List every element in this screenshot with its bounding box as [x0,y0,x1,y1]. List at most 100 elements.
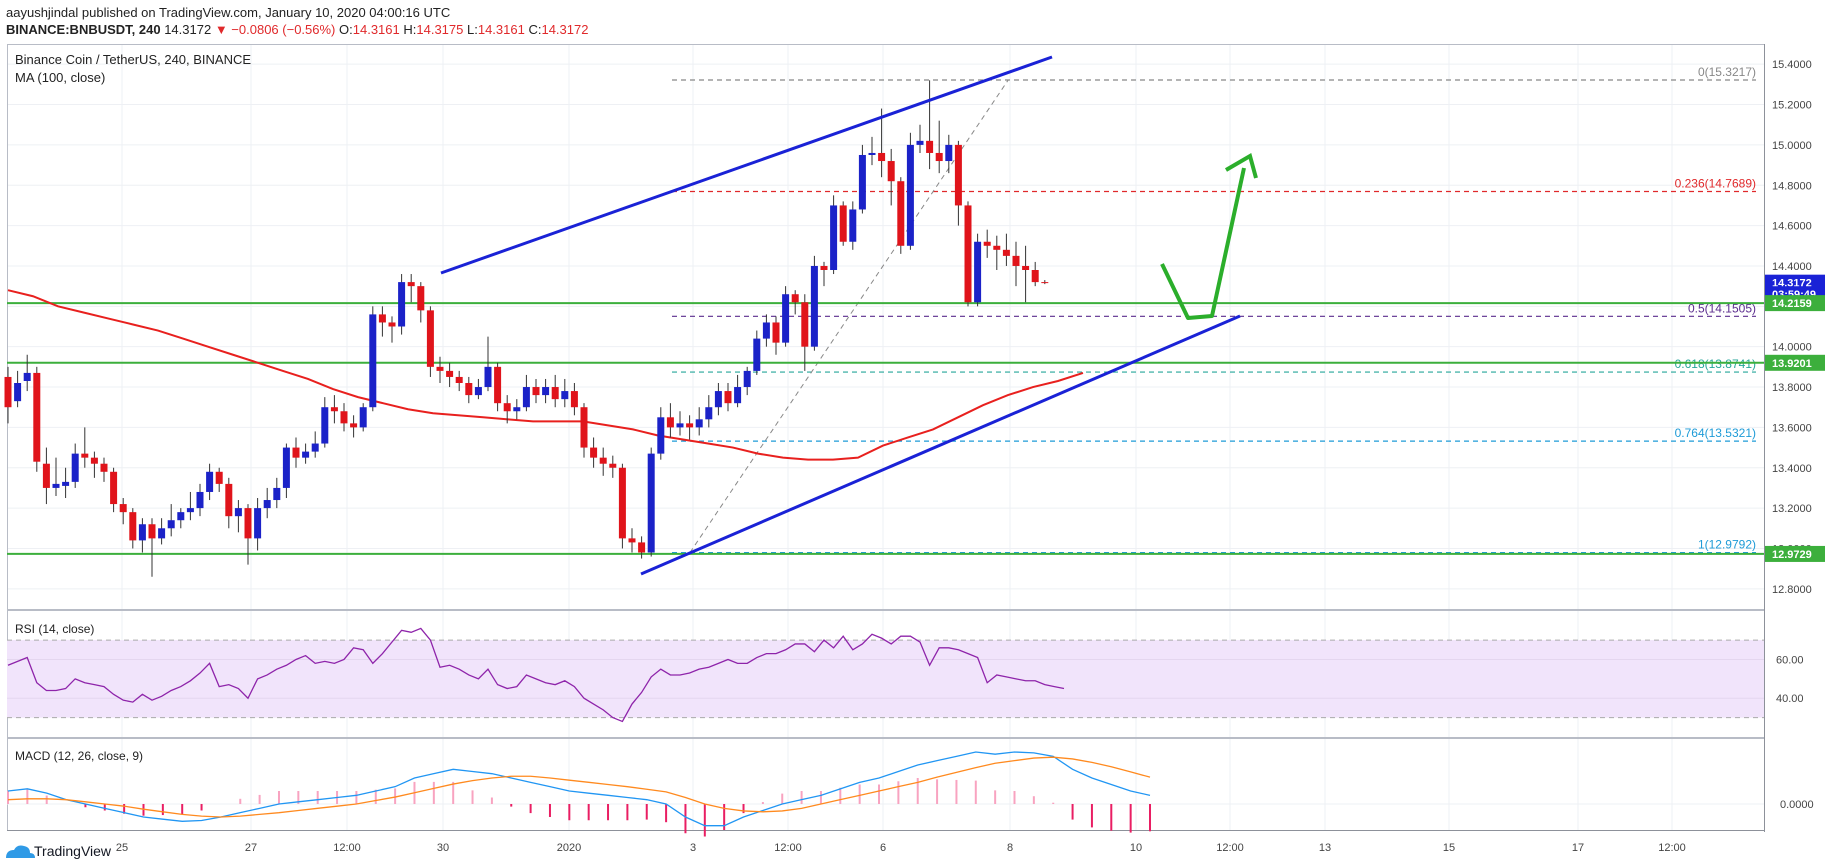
candle-body [657,417,665,454]
fib-label: 0.5(14.1505) [1688,301,1756,315]
candle-body [158,528,166,539]
x-tick-label: 27 [245,842,257,854]
candle-body [974,241,982,303]
candle-body [638,542,646,553]
price-label-text: 14.2159 [1772,298,1812,310]
candle-body [436,366,444,371]
rsi-line [7,627,1065,723]
x-tick-label: 15 [1443,842,1455,854]
brand-text: TradingView [34,843,112,859]
l-label: L: [467,22,478,37]
time-axis[interactable]: 25 27 12:00 30 2020 3 12:00 6 8 10 12:00 13 15 17 12:0… [116,842,1686,854]
y-tick-label: 15.4000 [1772,59,1812,71]
candle-body [954,144,962,206]
candle-body [71,453,79,482]
h-label: H: [403,22,417,37]
candle-body [234,508,242,517]
candle-body [753,338,761,371]
price-label-text: 12.9729 [1772,549,1812,561]
x-tick-label: 12:00 [774,842,802,854]
candle-body [359,407,367,428]
x-tick-label: 30 [437,842,449,854]
candle-body [330,407,338,412]
expected-path-arrow [1160,167,1246,320]
o-label: O: [339,22,353,37]
candle-body [983,241,991,246]
ma-polyline [7,289,1084,461]
candle-body [407,282,415,287]
candle-body [513,407,521,412]
fib-label: 1(12.9792) [1698,538,1756,552]
candle-body [417,286,425,311]
candle-body [628,538,636,543]
fib-trend-dashed [689,80,1009,553]
arrow-head [1224,152,1258,179]
price-axis[interactable]: 12.800013.000013.200013.400013.600013.80… [1772,59,1814,811]
candle-body [474,387,482,396]
macd-lines [7,751,1764,837]
candle-body [734,387,742,404]
candle-body [494,366,502,404]
candle-body [1002,249,1010,256]
candle-body [446,370,454,377]
x-tick-label: 8 [1007,842,1013,854]
macd-line [7,751,1151,827]
price-pane-border [7,44,1765,610]
candle-body [465,383,473,396]
candle-body [887,161,895,182]
candle-body [254,508,262,539]
candle-body [801,302,809,347]
candle-body [340,411,348,424]
y-tick-label: 14.4000 [1772,261,1812,273]
candle-body [263,500,271,509]
candle-body [503,403,511,412]
candle-body [878,152,886,162]
ohlc-line: BINANCE:BNBUSDT, 240 14.3172 ▼ −0.0806 (… [6,22,588,37]
candle-body [110,471,118,505]
fib-label: 0.618(13.8741) [1675,357,1756,371]
fib-label: 0.764(13.5321) [1675,426,1756,440]
candle-body [33,372,41,462]
candle-body [426,310,434,367]
y-tick-label: 15.2000 [1772,100,1812,112]
rsi-band-fill [7,640,1764,718]
lower-trend-line [640,314,1241,576]
candle-body [215,471,223,484]
x-tick-label: 3 [690,842,696,854]
price-label-text: 13.9201 [1772,358,1812,370]
candle-body [369,314,377,408]
y-tick-label: 14.0000 [1772,342,1812,354]
candle-body [724,391,732,404]
ma-legend: MA (100, close) [15,70,105,85]
x-tick-label: 13 [1319,842,1331,854]
price-label-bg [1765,354,1825,371]
y-tick-label: 14.8000 [1772,180,1812,192]
candle-body [849,209,857,242]
candle-body [714,391,722,408]
macd-tick-label: 0.0000 [1780,799,1814,811]
candle-body [311,443,319,452]
tradingview-logo[interactable]: TradingView [6,843,112,859]
rsi-band [7,639,1764,719]
candle-body [666,417,674,428]
trend-channel [440,55,1258,576]
candle-body [916,140,924,145]
candle-body [964,205,972,303]
x-tick-label: 17 [1572,842,1584,854]
candle-body [676,423,684,428]
upper-trend-line [440,55,1053,275]
candle-body [695,419,703,428]
candle-body [926,140,934,153]
price-label-bg [1765,545,1825,562]
candle-body [138,524,146,541]
candle-body [791,294,799,303]
candle-body [1012,255,1020,266]
candle-body [858,154,866,210]
chart-title: Binance Coin / TetherUS, 240, BINANCE [15,52,251,67]
signal-line [7,756,1151,818]
x-tick-label: 12:00 [1658,842,1686,854]
rsi-polyline [7,627,1065,723]
candle-body [590,447,598,458]
